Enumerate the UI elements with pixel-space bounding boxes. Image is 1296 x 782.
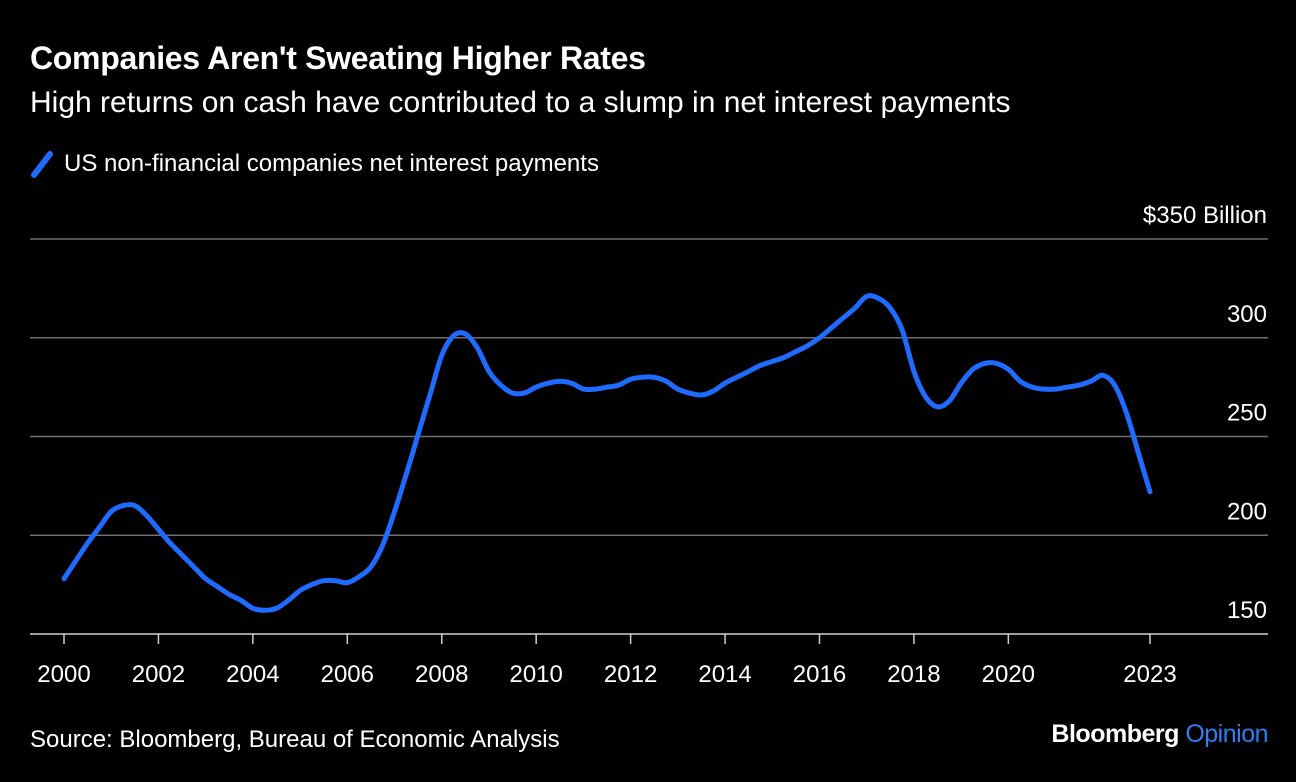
legend-line-swatch — [31, 151, 53, 178]
x-tick-label: 2018 — [887, 661, 940, 688]
bloomberg-opinion-logo: Bloomberg Opinion — [1051, 720, 1268, 749]
y-tick-label: 250 — [1227, 400, 1267, 427]
x-tick-label: 2010 — [509, 661, 562, 688]
chart-subtitle: High returns on cash have contributed to… — [30, 86, 1011, 119]
y-tick-label: $350 Billion — [1143, 202, 1267, 229]
x-tick-label: 2020 — [982, 661, 1035, 688]
source-note: Source: Bloomberg, Bureau of Economic An… — [30, 726, 560, 753]
x-tick-label: 2008 — [415, 661, 468, 688]
legend-label: US non-financial companies net interest … — [64, 150, 599, 177]
brand-accent: Opinion — [1185, 720, 1268, 748]
x-tick-label: 2014 — [698, 661, 751, 688]
x-tick-label: 2006 — [321, 661, 374, 688]
x-tick-label: 2012 — [604, 661, 657, 688]
chart-title: Companies Aren't Sweating Higher Rates — [30, 40, 646, 76]
x-tick-label: 2016 — [793, 661, 846, 688]
y-tick-label: 200 — [1227, 498, 1267, 525]
x-tick-label: 2023 — [1123, 661, 1176, 688]
y-tick-label: 300 — [1227, 301, 1267, 328]
legend: US non-financial companies net interest … — [30, 146, 599, 182]
series-line — [61, 293, 1153, 613]
x-tick-label: 2000 — [37, 661, 90, 688]
x-tick-label: 2004 — [226, 661, 279, 688]
x-tick-label: 2002 — [132, 661, 185, 688]
y-tick-label: 150 — [1227, 597, 1267, 624]
brand-main: Bloomberg — [1051, 720, 1179, 748]
